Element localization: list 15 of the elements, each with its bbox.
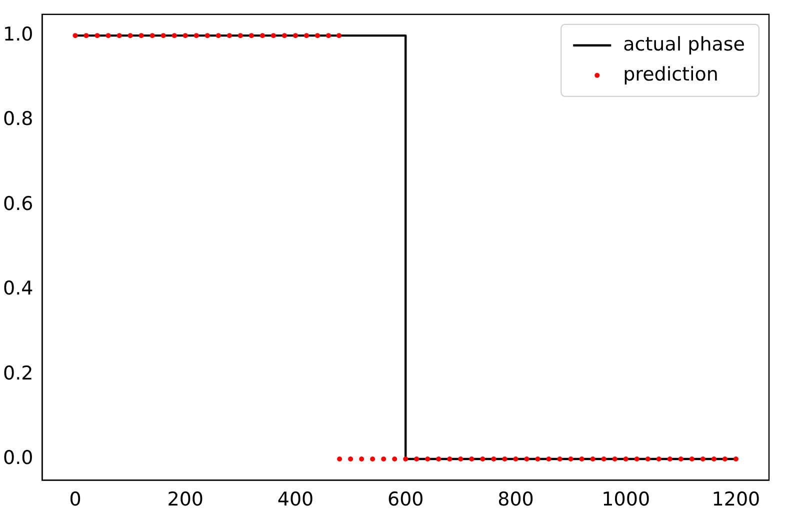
y-tick-label: 0.6: [3, 192, 34, 215]
y-tick-label: 0.0: [3, 446, 34, 469]
y-tick-label: 0.8: [3, 108, 34, 130]
x-tick-label: 200: [167, 488, 204, 511]
x-tick-label: 800: [498, 488, 534, 511]
legend-label: prediction: [623, 63, 718, 86]
x-tick-label: 1200: [712, 488, 760, 511]
x-tick-label: 600: [387, 488, 424, 511]
x-tick-label: 400: [277, 488, 314, 511]
legend-label: actual phase: [623, 33, 746, 56]
x-tick-label: 1000: [602, 488, 650, 511]
y-tick-label: 0.4: [3, 278, 34, 300]
x-tick-label: 0: [69, 488, 82, 511]
y-tick-label: 0.2: [3, 362, 34, 384]
y-tick-label: 1.0: [3, 24, 34, 46]
